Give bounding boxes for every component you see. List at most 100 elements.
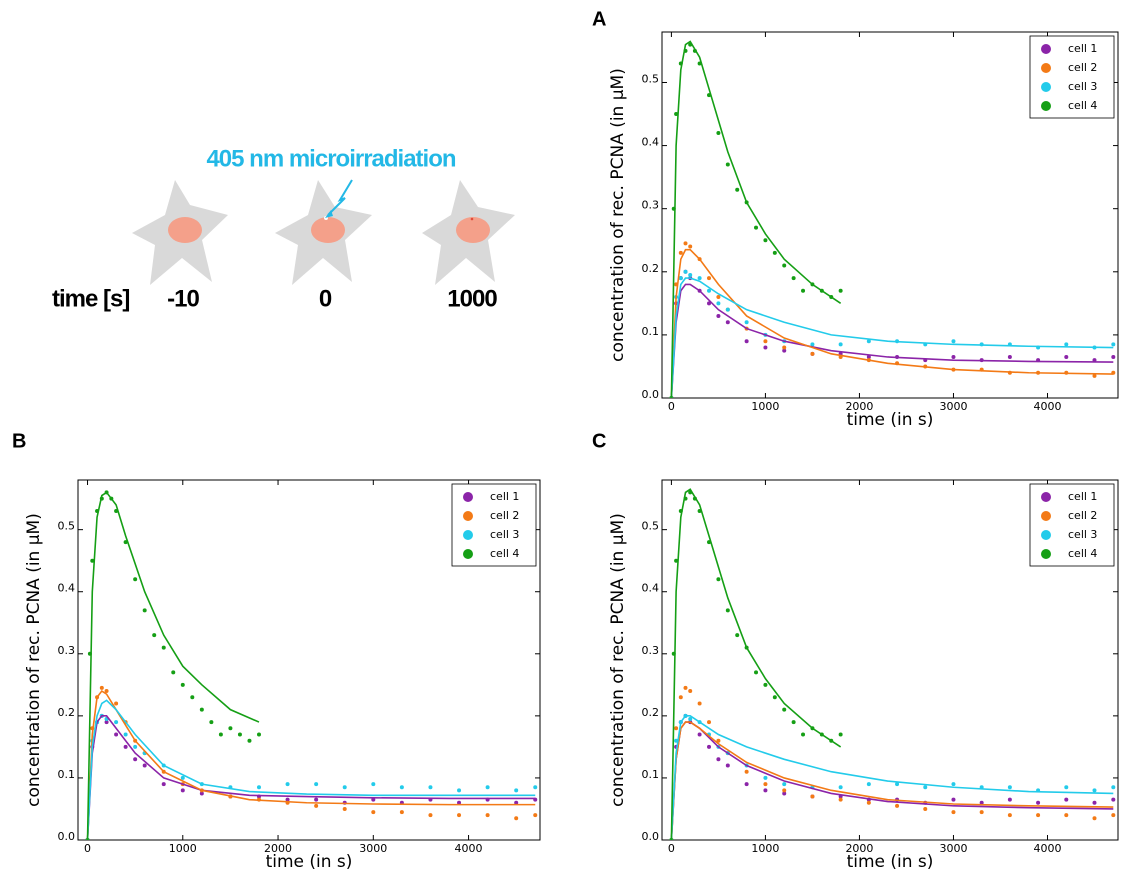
chart: C 0 1000 2000 3000 4000 0.0 0.1 0.2 0.3 0.4 0.5 time…	[592, 430, 1119, 872]
data-point	[782, 707, 787, 712]
time-value: 1000	[447, 285, 497, 312]
data-point	[716, 738, 721, 743]
legend-label: cell 2	[1068, 61, 1097, 74]
data-point	[152, 633, 157, 638]
fit-curve	[670, 40, 842, 398]
data-point	[782, 791, 787, 796]
data-point	[457, 800, 462, 805]
data-point	[838, 342, 843, 347]
data-point	[688, 716, 693, 721]
legend-marker	[1041, 549, 1051, 559]
data-point	[744, 769, 749, 774]
data-point	[716, 577, 721, 582]
fit-curve	[670, 488, 842, 840]
data-point	[716, 757, 721, 762]
data-point	[199, 707, 204, 712]
data-point	[683, 269, 688, 274]
x-tick-label: 2000	[264, 842, 292, 855]
data-point	[1007, 813, 1012, 818]
data-point	[285, 797, 290, 802]
data-point	[1007, 785, 1012, 790]
data-point	[123, 744, 128, 749]
data-point	[247, 738, 252, 743]
legend-marker	[463, 530, 473, 540]
y-tick-label: 0.2	[642, 262, 660, 275]
data-point	[838, 732, 843, 737]
x-tick-label: 1000	[169, 842, 197, 855]
data-point	[142, 608, 147, 613]
x-axis-label: time (in s)	[847, 410, 934, 430]
data-point	[707, 744, 712, 749]
data-point	[1064, 342, 1069, 347]
data-point	[1111, 813, 1116, 818]
data-point	[697, 732, 702, 737]
data-point	[133, 757, 138, 762]
plot-frame	[661, 31, 1119, 399]
legend-label: cell 1	[1068, 490, 1097, 503]
x-tick-label: 1000	[751, 400, 779, 413]
data-point	[763, 339, 768, 344]
nucleus	[456, 217, 490, 243]
data-point	[810, 794, 815, 799]
data-point	[1092, 816, 1097, 821]
data-point	[866, 339, 871, 344]
y-tick-label: 0.3	[58, 644, 76, 657]
data-point	[895, 803, 900, 808]
data-point	[342, 806, 347, 811]
data-point	[161, 645, 166, 650]
y-tick-label: 0.4	[58, 582, 76, 595]
data-point	[688, 244, 693, 249]
data-point	[114, 701, 119, 706]
data-point	[782, 345, 787, 350]
legend-label: cell 1	[1068, 42, 1097, 55]
data-point	[133, 577, 138, 582]
data-point	[979, 810, 984, 815]
data-point	[514, 816, 519, 821]
data-point	[895, 782, 900, 787]
data-point	[123, 732, 128, 737]
y-tick-label: 0.4	[642, 582, 660, 595]
data-point	[678, 276, 683, 281]
x-tick-label: 3000	[939, 842, 967, 855]
data-point	[457, 813, 462, 818]
data-point	[1007, 354, 1012, 359]
legend-label: cell 4	[1068, 99, 1097, 112]
data-point	[838, 785, 843, 790]
data-point	[209, 720, 214, 725]
data-point	[678, 695, 683, 700]
data-point	[866, 782, 871, 787]
x-tick-label: 2000	[845, 400, 873, 413]
panel-label: A	[592, 8, 606, 30]
data-point	[866, 800, 871, 805]
chart: A 0 1000 2000 3000 4000 0.0 0.1 0.2 0.3 0.4 0.5 time…	[592, 8, 1119, 430]
plot-area	[669, 488, 1116, 840]
data-point	[104, 689, 109, 694]
y-tick-label: 0.0	[642, 830, 660, 843]
data-point	[754, 225, 759, 230]
legend-marker	[463, 511, 473, 521]
data-point	[342, 785, 347, 790]
legend-label: cell 2	[490, 509, 519, 522]
legend-label: cell 4	[490, 547, 519, 560]
data-point	[923, 785, 928, 790]
diagram: 405 nm microirradiation time [s] -10 0 1…	[52, 145, 515, 312]
data-point	[697, 276, 702, 281]
data-point	[678, 250, 683, 255]
data-point	[1111, 785, 1116, 790]
x-tick-label: 0	[668, 842, 675, 855]
data-point	[533, 813, 538, 818]
x-tick-label: 4000	[455, 842, 483, 855]
y-tick-label: 0.5	[58, 520, 76, 533]
data-point	[772, 250, 777, 255]
data-point	[1092, 800, 1097, 805]
data-point	[533, 785, 538, 790]
data-point	[180, 788, 185, 793]
x-tick-label: 4000	[1033, 400, 1061, 413]
data-point	[866, 354, 871, 359]
data-point	[838, 288, 843, 293]
data-point	[514, 800, 519, 805]
x-axis-label: time (in s)	[266, 852, 353, 872]
data-point	[485, 813, 490, 818]
fit-curve	[670, 721, 1114, 840]
